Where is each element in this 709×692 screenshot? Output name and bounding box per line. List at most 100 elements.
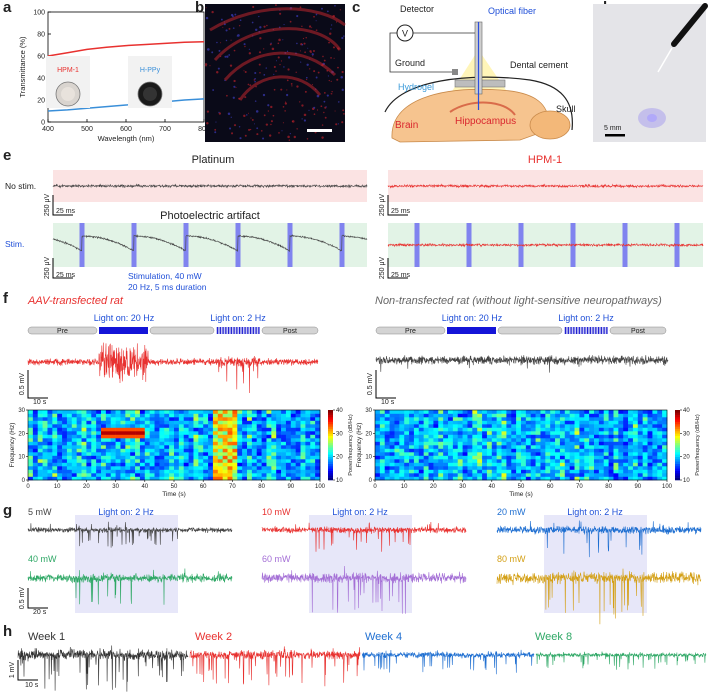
spectrogram-cell: [32, 434, 39, 439]
spectrogram-cell: [52, 438, 58, 442]
spectrogram-cell: [178, 469, 185, 474]
spectrogram-cell: [574, 434, 580, 439]
spectrogram-cell: [598, 434, 605, 439]
spectrogram-cell: [535, 452, 541, 456]
spectrogram-cell: [657, 452, 663, 456]
spectrogram-cell: [389, 434, 395, 439]
spectrogram-cell: [540, 452, 546, 456]
spectrogram-cell: [305, 420, 311, 425]
colorbar-cell: [328, 445, 333, 448]
cell-dot: [281, 130, 283, 132]
spectrogram-cell: [535, 417, 541, 421]
spectrogram-cell: [384, 455, 390, 460]
spectrogram-cell: [164, 434, 170, 439]
spectrogram-cell: [662, 445, 668, 449]
spectrogram-cell: [452, 438, 459, 442]
spectrogram-cell: [657, 438, 663, 442]
spectrogram-cell: [62, 424, 68, 428]
spectrogram-cell: [623, 434, 629, 439]
spectrogram-cell: [149, 462, 155, 467]
spectrogram-cell: [81, 459, 87, 463]
spectrogram-cell: [477, 448, 483, 453]
spectrogram-cell: [399, 473, 405, 477]
spectrogram-cell: [399, 452, 405, 456]
spectrogram-cell: [467, 424, 473, 428]
spectrogram-cell: [305, 466, 311, 470]
spectrogram-cell: [222, 452, 228, 456]
spectrogram-cell: [501, 441, 507, 446]
spectrogram-cell: [423, 459, 429, 463]
spectrogram-cell: [174, 476, 180, 481]
spectrogram-cell: [462, 431, 468, 435]
spectrogram-cell: [438, 476, 444, 481]
spectrogram-cell: [521, 410, 527, 414]
spectrogram-cell: [32, 448, 39, 453]
spectrogram-cell: [101, 434, 107, 439]
spectrogram-cell: [584, 462, 590, 467]
spectrogram-cell: [448, 462, 454, 467]
colorbar-tick-label: 30: [336, 431, 343, 437]
x-tick-label: 60: [200, 484, 207, 490]
x-tick-label: 30: [112, 484, 119, 490]
spectrogram-cell: [399, 434, 405, 439]
spectrogram-cell: [47, 445, 53, 449]
spectrogram-cell: [516, 448, 522, 453]
spectrogram-cell: [271, 427, 277, 432]
spectrogram-cell: [149, 431, 155, 435]
spectrogram-cell: [135, 473, 141, 477]
spectrogram-cell: [657, 427, 663, 432]
spectrogram-cell: [62, 476, 68, 481]
spectrogram-cell: [242, 455, 248, 460]
spectrogram-cell: [569, 434, 575, 439]
spectrogram-cell: [310, 445, 316, 449]
x-tick-label: 30: [459, 484, 466, 490]
spectrogram-cell: [91, 452, 97, 456]
spectrogram-cell: [584, 410, 590, 414]
spectrogram-cell: [149, 434, 155, 439]
spectrogram-cell: [154, 469, 160, 474]
spectrogram-cell: [42, 441, 48, 446]
spectrogram-cell: [423, 473, 429, 477]
colorbar-cell: [328, 447, 333, 450]
spectrogram-cell: [242, 417, 248, 421]
spectrogram-cell: [110, 438, 116, 442]
spectrogram-cell: [101, 420, 107, 425]
spectrogram-cell: [125, 473, 131, 477]
spectrogram-cell: [545, 476, 551, 481]
spectrogram-cell: [467, 445, 473, 449]
spectrogram-cell: [139, 476, 146, 481]
spectrogram-cell: [452, 424, 459, 428]
spectrogram-cell: [389, 441, 395, 446]
spectrogram-cell: [295, 473, 301, 477]
spectrogram-cell: [71, 476, 77, 481]
spectrogram-cell: [154, 438, 160, 442]
spectrogram-cell: [467, 413, 473, 418]
spectrogram-cell: [281, 413, 287, 418]
spectrogram-cell: [652, 476, 658, 481]
spectrogram-cell: [281, 448, 287, 453]
spectrogram-cell: [276, 441, 282, 446]
spectrogram-cell: [169, 462, 175, 467]
spectrogram-cell: [266, 469, 272, 474]
spectrogram-cell: [564, 466, 570, 470]
cell-dot: [343, 113, 345, 115]
spectrogram-cell: [462, 438, 468, 442]
cell-dot: [222, 26, 224, 28]
spectrogram-cell: [32, 413, 39, 418]
spectrogram-cell: [477, 438, 483, 442]
spectrogram-cell: [139, 466, 146, 470]
spectrogram-cell: [310, 424, 316, 428]
spectrogram-cell: [183, 473, 189, 477]
spectrogram-cell: [144, 438, 150, 442]
spectrogram-cell: [418, 466, 424, 470]
spectrogram-cell: [247, 441, 253, 446]
spectrogram-cell: [555, 445, 561, 449]
spectrogram-cell: [174, 438, 180, 442]
spectrogram-cell: [642, 434, 648, 439]
spectrogram-cell: [613, 413, 619, 418]
spectrogram-cell: [486, 473, 493, 477]
spectrogram-cell: [222, 431, 228, 435]
spectrogram-cell: [71, 452, 77, 456]
spectrogram-cell: [52, 476, 58, 481]
spectrogram-cell: [71, 441, 77, 446]
